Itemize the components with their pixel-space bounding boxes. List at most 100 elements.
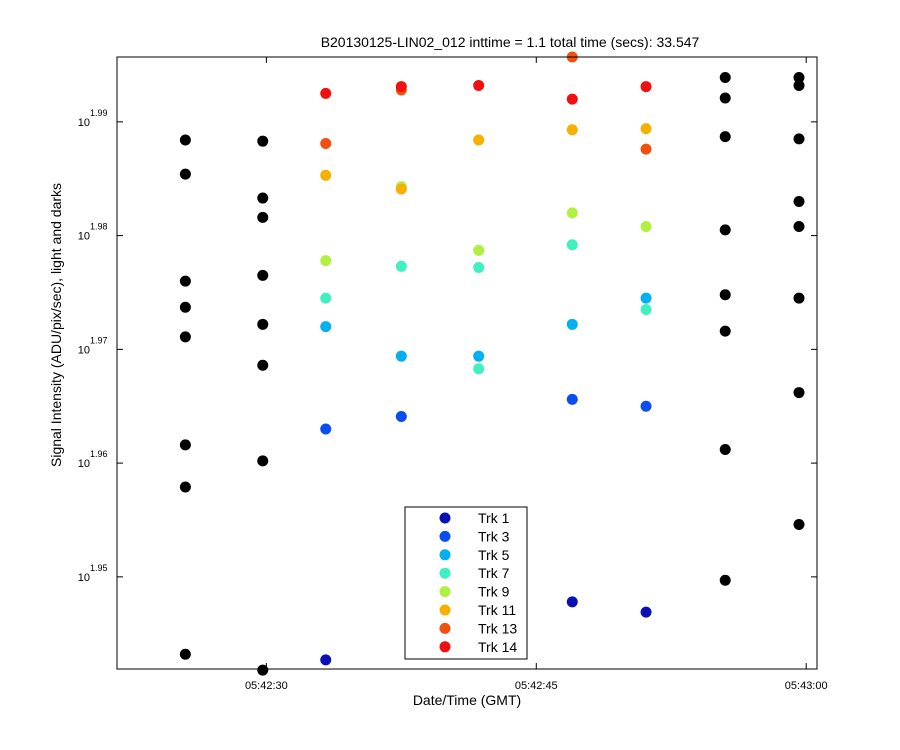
dark-point xyxy=(719,224,731,236)
series-point-trk-11 xyxy=(640,123,652,135)
y-tick-exponent: 1.98 xyxy=(90,222,108,232)
dark-point xyxy=(793,387,805,399)
y-tick-exponent: 1.97 xyxy=(90,335,108,345)
dark-point xyxy=(793,79,805,91)
series-point-trk-13 xyxy=(320,137,332,149)
plot-area-frame xyxy=(116,56,818,670)
series-point-trk-7 xyxy=(473,261,485,273)
dark-point xyxy=(719,92,731,104)
dark-point xyxy=(719,574,731,586)
dark-point xyxy=(719,71,731,83)
legend-marker xyxy=(439,641,451,653)
series-point-trk-5 xyxy=(320,321,332,333)
dark-point xyxy=(257,269,269,281)
dark-point xyxy=(793,220,805,232)
legend-entry-label: Trk 5 xyxy=(478,547,510,563)
chart-title: B20130125-LIN02_012 inttime = 1.1 total … xyxy=(321,34,700,50)
x-axis-ticks: 05:42:30 05:42:45 05:43:00 xyxy=(245,57,828,692)
series-point-trk-3 xyxy=(566,393,578,405)
legend-marker xyxy=(439,549,451,561)
dark-point xyxy=(793,133,805,145)
series-point-trk-7 xyxy=(640,304,652,316)
legend-entry-label: Trk 13 xyxy=(478,620,517,636)
series-point-trk-9 xyxy=(320,255,332,267)
x-tick-label: 05:43:00 xyxy=(785,680,828,692)
legend-entry-label: Trk 7 xyxy=(478,565,510,581)
dark-point xyxy=(179,481,191,493)
dark-point xyxy=(257,135,269,147)
series-point-trk-5 xyxy=(640,292,652,304)
series-point-trk-11 xyxy=(473,134,485,146)
series-point-trk-7 xyxy=(473,363,485,375)
x-axis-label: Date/Time (GMT) xyxy=(413,692,521,708)
legend-marker xyxy=(439,586,451,598)
series-point-trk-9 xyxy=(640,220,652,232)
series-point-trk-14 xyxy=(395,81,407,93)
plot-marks xyxy=(179,51,805,676)
series-point-trk-7 xyxy=(320,292,332,304)
dark-point xyxy=(179,134,191,146)
series-point-trk-1 xyxy=(640,606,652,618)
x-tick-label: 05:42:45 xyxy=(515,680,558,692)
y-axis-label: Signal Intensity (ADU/pix/sec), light an… xyxy=(48,183,64,467)
legend: Trk 1 Trk 3 Trk 5 Trk 7 Trk 9 Trk 11 Trk 13 Trk… xyxy=(404,506,528,660)
series-point-trk-9 xyxy=(566,207,578,219)
series-point-trk-11 xyxy=(320,169,332,181)
y-tick-base: 10 xyxy=(78,117,90,129)
legend-marker xyxy=(439,530,451,542)
dark-point xyxy=(719,443,731,455)
dark-point xyxy=(793,195,805,207)
series-point-trk-11 xyxy=(566,124,578,136)
series-point-trk-7 xyxy=(566,239,578,251)
series-point-trk-5 xyxy=(395,350,407,362)
dark-point xyxy=(719,289,731,301)
dark-point xyxy=(179,301,191,313)
series-point-trk-1 xyxy=(566,596,578,608)
y-tick-base: 10 xyxy=(78,572,90,584)
legend-entry-label: Trk 3 xyxy=(478,528,510,544)
series-point-trk-1 xyxy=(320,654,332,666)
legend-marker xyxy=(439,622,451,634)
y-tick-base: 10 xyxy=(78,458,90,470)
dark-point xyxy=(793,519,805,531)
legend-box xyxy=(404,506,528,660)
dark-point xyxy=(179,439,191,451)
legend-marker xyxy=(439,604,451,616)
dark-point xyxy=(257,359,269,371)
y-tick-exponent: 1.96 xyxy=(90,449,108,459)
series-point-trk-13 xyxy=(640,143,652,155)
y-tick-base: 10 xyxy=(78,344,90,356)
series-point-trk-5 xyxy=(566,318,578,330)
series-point-trk-5 xyxy=(473,350,485,362)
y-tick-exponent: 1.99 xyxy=(90,108,108,118)
dark-point xyxy=(257,455,269,467)
series-point-trk-9 xyxy=(473,244,485,256)
series-point-trk-14 xyxy=(320,87,332,99)
series-point-trk-14 xyxy=(640,81,652,93)
dark-point xyxy=(179,331,191,343)
y-tick-exponent: 1.95 xyxy=(90,563,108,573)
series-point-trk-3 xyxy=(640,400,652,412)
legend-entry-label: Trk 11 xyxy=(478,602,516,618)
dark-point xyxy=(257,318,269,330)
series-point-trk-14 xyxy=(473,79,485,91)
dark-point xyxy=(719,131,731,143)
legend-entry-label: Trk 1 xyxy=(478,510,510,526)
dark-point xyxy=(257,664,269,676)
series-point-trk-11 xyxy=(395,183,407,195)
legend-marker xyxy=(439,512,451,524)
dark-point xyxy=(257,211,269,223)
dark-point xyxy=(179,275,191,287)
legend-entry-label: Trk 14 xyxy=(478,639,517,655)
dark-point xyxy=(719,325,731,337)
dark-point xyxy=(793,292,805,304)
dark-point xyxy=(179,168,191,180)
series-point-trk-3 xyxy=(395,410,407,422)
dark-point xyxy=(257,192,269,204)
legend-marker xyxy=(439,567,451,579)
series-point-trk-7 xyxy=(395,260,407,272)
series-point-trk-3 xyxy=(320,423,332,435)
y-tick-base: 10 xyxy=(78,231,90,243)
